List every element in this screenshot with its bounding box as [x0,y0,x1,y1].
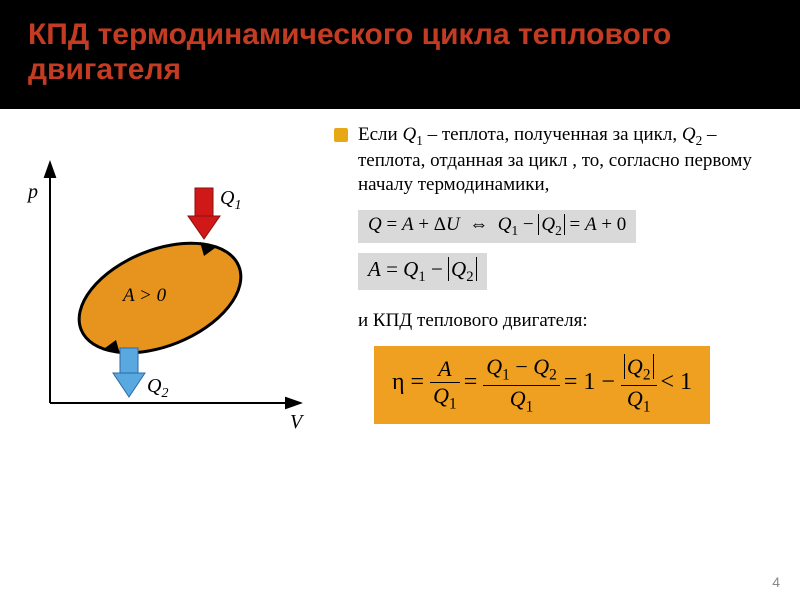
text-column: Если Q1 – теплота, полученная за цикл, Q… [330,123,780,443]
page-number: 4 [772,574,780,590]
bullet-paragraph: Если Q1 – теплота, полученная за цикл, Q… [334,123,780,197]
bullet-icon [334,128,348,142]
eta-equation: η = A Q1 = Q1 − Q2 Q1 = 1 − Q2 Q1 < 1 [374,346,710,425]
p-axis-arrowhead [45,163,55,177]
content-area: p V Q1 Q2 A > 0 Если Q1 – теплота, получ… [0,109,800,443]
title-bar: КПД термодинамического цикла теплового д… [0,0,800,109]
p-axis-label: p [28,181,38,204]
intro-text: Если Q1 – теплота, полученная за цикл, Q… [358,123,780,197]
diagram-column: p V Q1 Q2 A > 0 [20,123,330,443]
v-axis-label: V [290,411,302,434]
kpd-line: и КПД теплового двигателя: [358,309,780,333]
page-title: КПД термодинамического цикла теплового д… [28,18,772,87]
q2-arrow [113,348,145,397]
a-label: A > 0 [123,285,166,307]
q2-label: Q2 [147,375,168,402]
equation-1: Q = A + ΔU ⇔ Q1 − Q2 = A + 0 [358,210,636,243]
q1-arrow [188,188,220,239]
equation-2: A = Q1 − Q2 [358,253,487,290]
q1-label: Q1 [220,187,241,214]
pv-diagram: p V Q1 Q2 A > 0 [20,153,310,443]
v-axis-arrowhead [286,398,300,408]
